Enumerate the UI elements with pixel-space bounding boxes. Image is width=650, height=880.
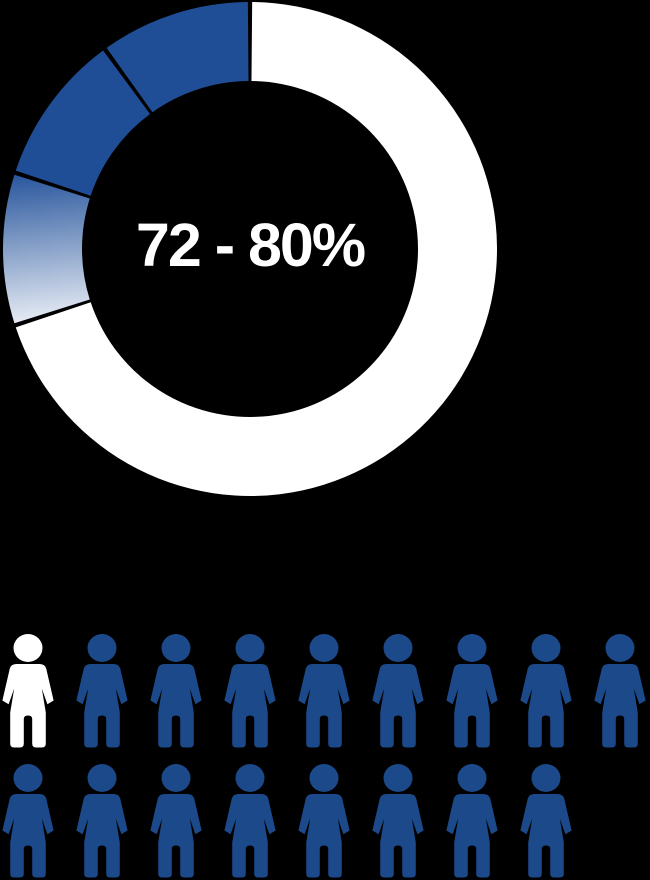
- person-head: [13, 764, 43, 792]
- person-head: [13, 634, 43, 662]
- person-head: [457, 764, 487, 792]
- donut-segment-gradient-segment: [2, 174, 90, 324]
- donut-chart: [0, 0, 500, 500]
- person-head: [457, 634, 487, 662]
- person-head: [161, 764, 191, 792]
- donut-segment-dark-blue-segment-1: [15, 50, 151, 196]
- person-icon: [520, 764, 572, 878]
- person-head: [235, 634, 265, 662]
- person-icon: [76, 764, 128, 878]
- person-body: [224, 794, 276, 878]
- person-icon: [594, 634, 646, 748]
- person-body: [2, 794, 54, 878]
- person-body: [76, 794, 128, 878]
- donut-chart-svg: [2, 2, 497, 497]
- person-icon: [150, 764, 202, 878]
- person-head: [87, 764, 117, 792]
- pictogram-people-grid: [2, 634, 650, 879]
- person-head: [161, 634, 191, 662]
- donut-segment-dark-blue-segment-2: [106, 2, 249, 113]
- person-head: [309, 634, 339, 662]
- person-body: [2, 664, 54, 748]
- person-icon: [372, 634, 424, 748]
- person-head: [235, 764, 265, 792]
- person-icon: [298, 764, 350, 878]
- person-head: [87, 634, 117, 662]
- person-body: [594, 664, 646, 748]
- person-body: [224, 664, 276, 748]
- person-body: [520, 794, 572, 878]
- person-row-1: [2, 634, 650, 749]
- donut-segment-white-segment: [15, 2, 497, 497]
- person-body: [372, 794, 424, 878]
- person-body: [446, 794, 498, 878]
- person-body: [372, 664, 424, 748]
- person-head: [531, 634, 561, 662]
- person-body: [150, 664, 202, 748]
- person-head: [605, 634, 635, 662]
- person-icon: [2, 764, 54, 878]
- person-icon: [446, 634, 498, 748]
- person-body: [150, 794, 202, 878]
- person-icon-highlight: [2, 634, 54, 748]
- person-icon: [224, 764, 276, 878]
- person-icon: [372, 764, 424, 878]
- person-body: [76, 664, 128, 748]
- person-body: [298, 794, 350, 878]
- person-icon: [446, 764, 498, 878]
- person-body: [446, 664, 498, 748]
- person-head: [383, 764, 413, 792]
- donut-center-label: 72 - 80%: [135, 211, 366, 279]
- person-row-2: [2, 764, 650, 879]
- person-icon: [150, 634, 202, 748]
- person-body: [520, 664, 572, 748]
- person-icon: [224, 634, 276, 748]
- person-body: [298, 664, 350, 748]
- person-icon: [520, 634, 572, 748]
- person-head: [531, 764, 561, 792]
- person-icon: [76, 634, 128, 748]
- person-head: [309, 764, 339, 792]
- person-icon: [298, 634, 350, 748]
- person-head: [383, 634, 413, 662]
